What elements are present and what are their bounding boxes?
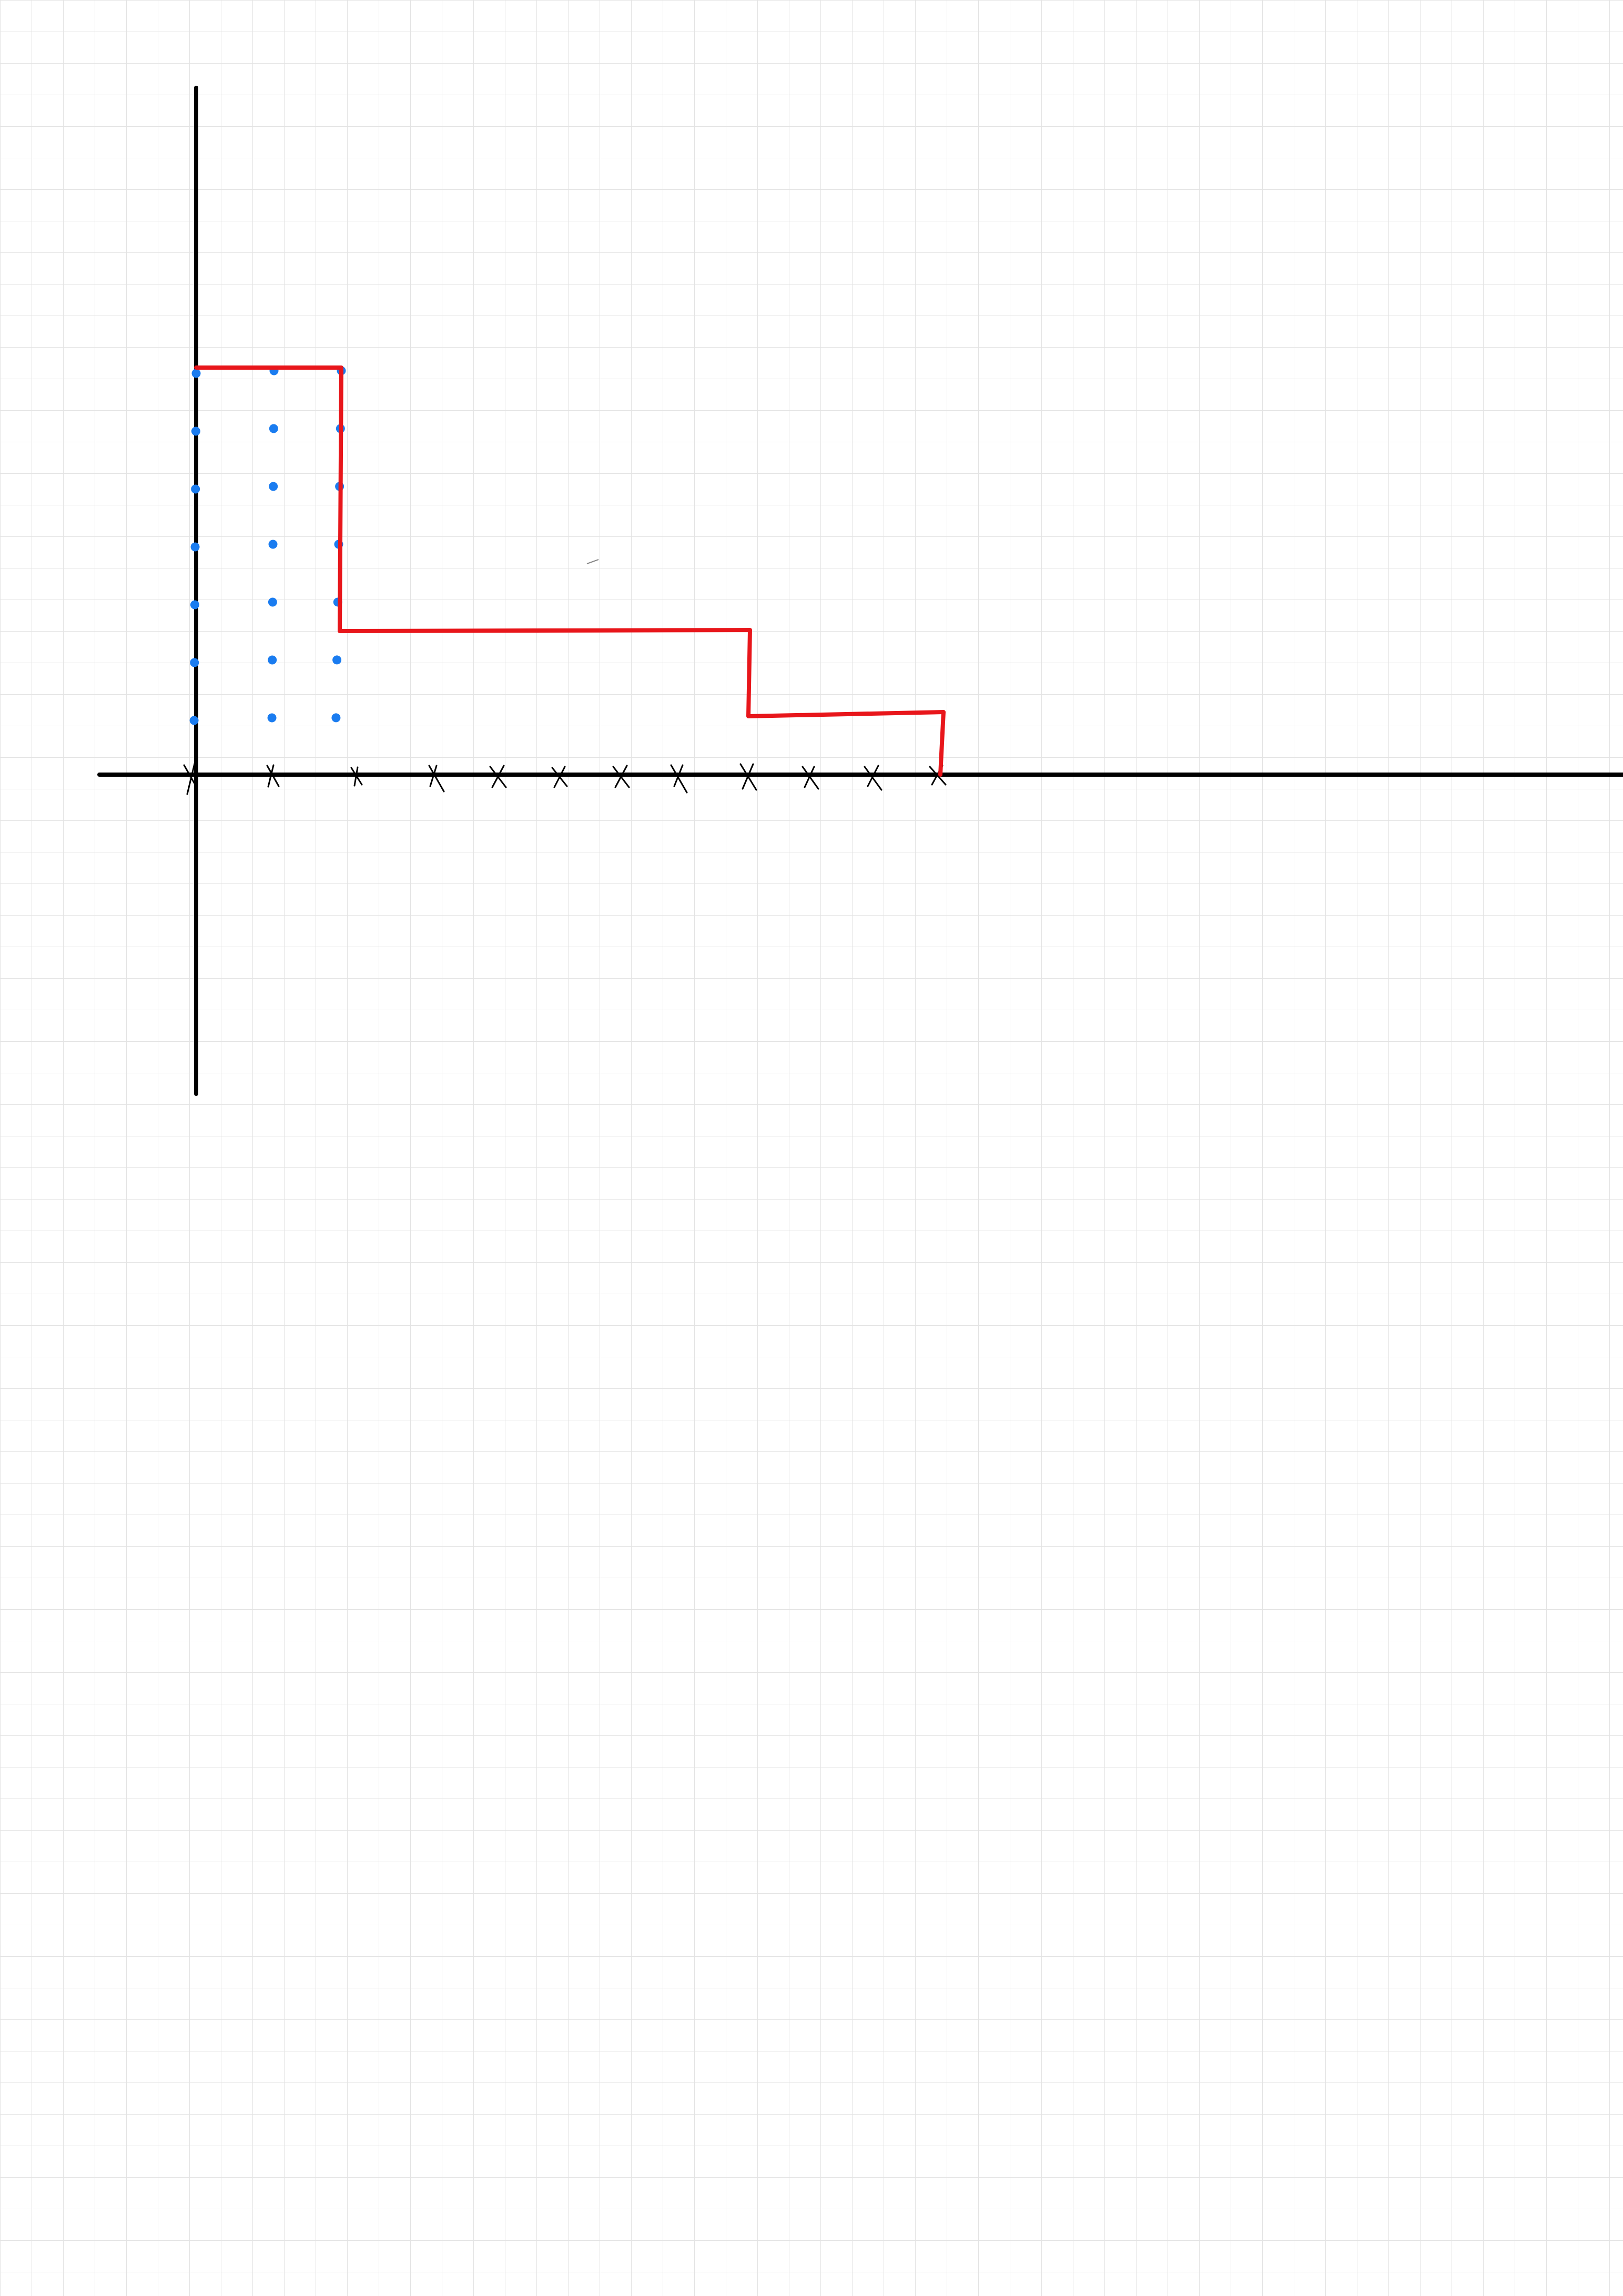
dotted-line — [189, 369, 201, 730]
cross — [428, 765, 445, 793]
cross — [802, 766, 819, 790]
dotted-lines — [189, 366, 346, 754]
cross — [864, 765, 882, 791]
axis-crosses — [183, 763, 947, 795]
dotted-line — [267, 366, 279, 727]
cross — [489, 765, 507, 788]
red-outline — [194, 365, 946, 777]
cross — [350, 766, 363, 787]
cross — [612, 765, 630, 788]
cross — [183, 763, 198, 795]
axes — [97, 86, 1623, 1096]
stray-stroke — [586, 559, 599, 564]
cross — [266, 764, 280, 788]
cross — [739, 763, 757, 791]
cross — [670, 764, 688, 794]
cross — [551, 766, 568, 788]
